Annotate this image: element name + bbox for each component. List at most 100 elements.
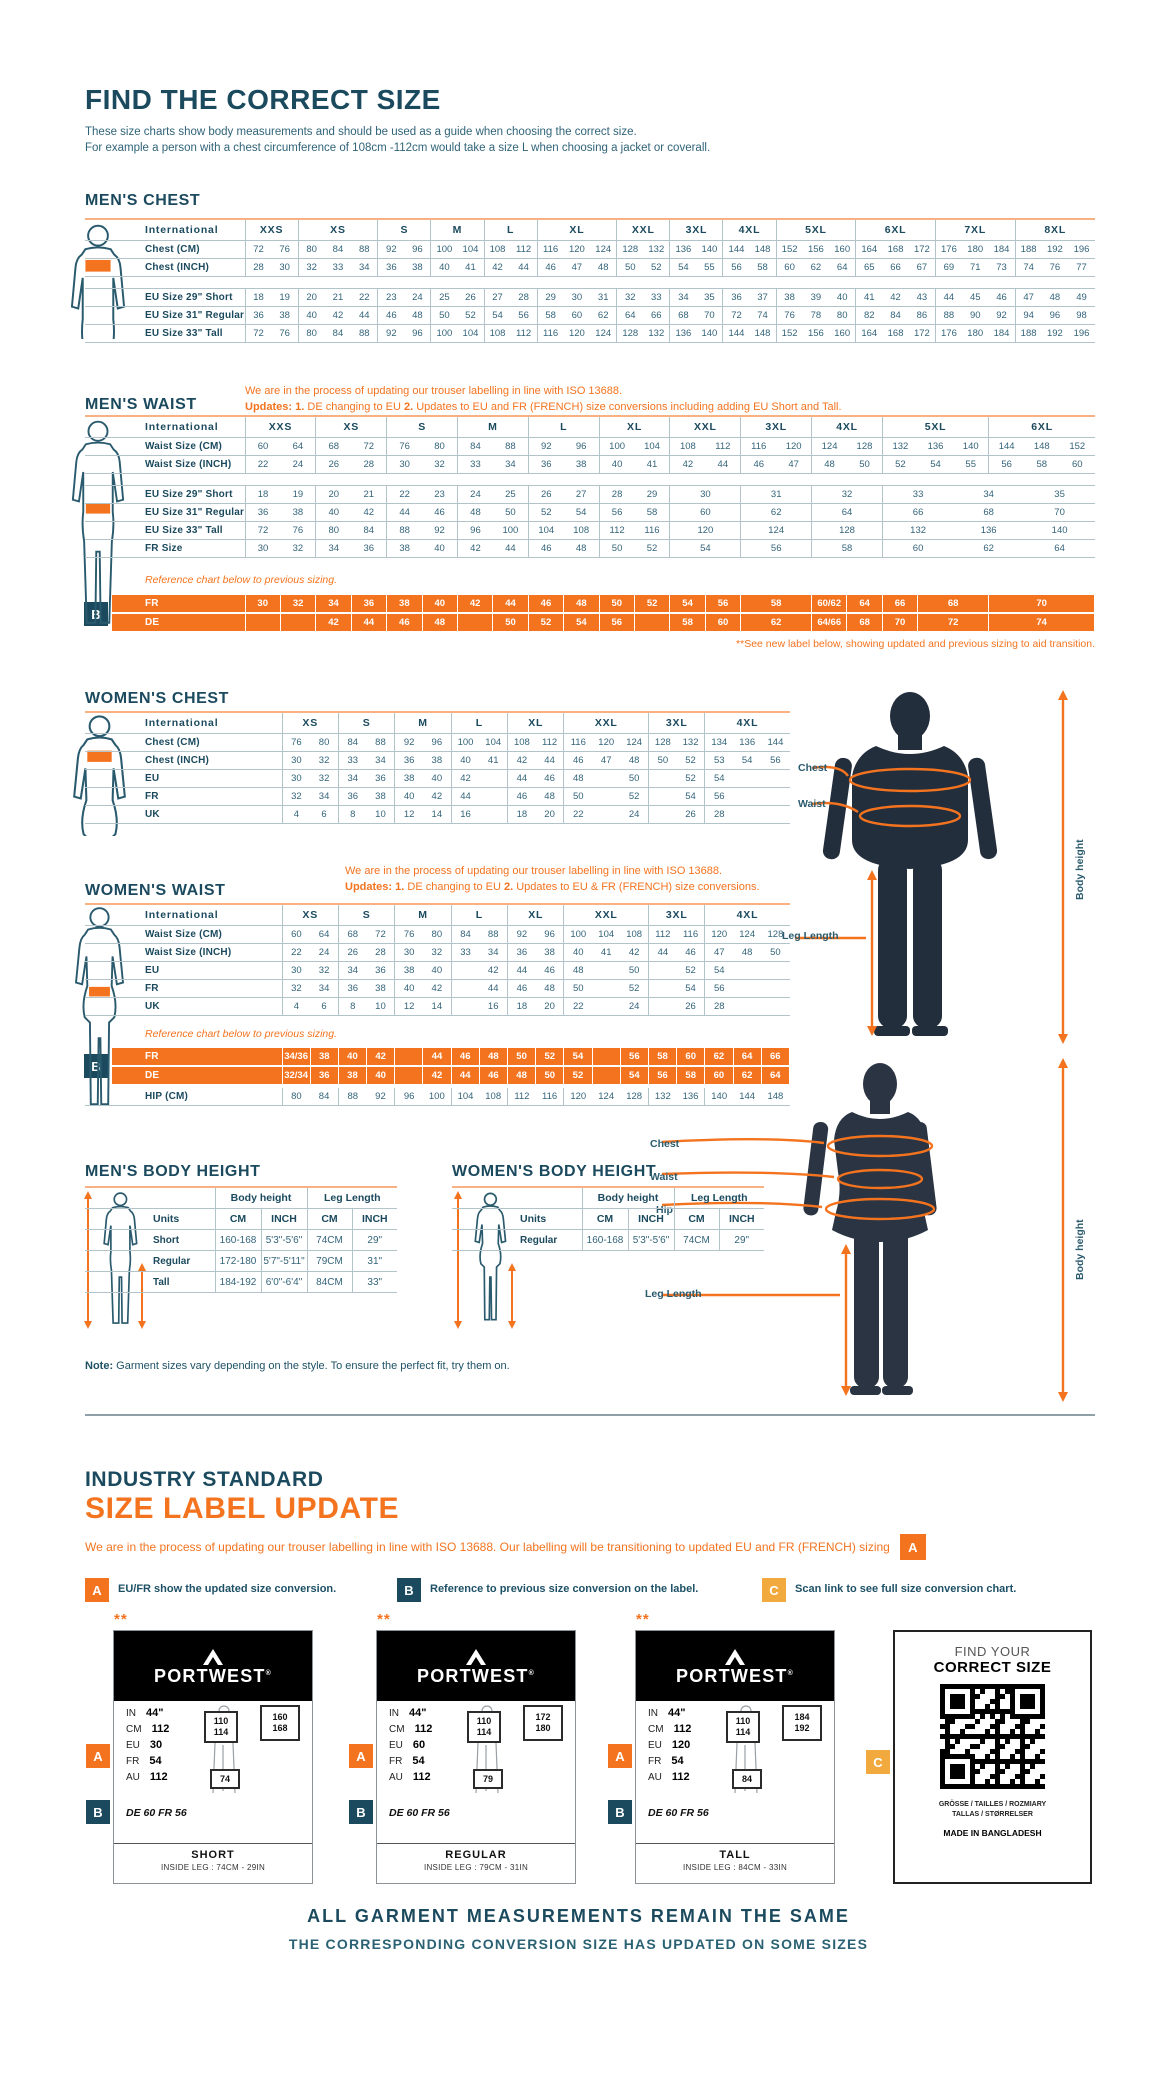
size-value-cell: 176: [935, 240, 962, 259]
size-value-cell: 92: [377, 240, 405, 259]
size-value-cell: 64: [829, 258, 857, 277]
size-value-cell: 58: [1024, 455, 1060, 474]
mens-waist-table: International XXS XS S M L XL XXL 3XL 4XL 5XL 6XL Wa…: [85, 415, 1096, 558]
size-value-cell: 31: [740, 485, 813, 504]
size-value-cell: 94: [1015, 306, 1042, 325]
label-size-row: IN 44": [389, 1707, 427, 1719]
size-value-cell: 56: [599, 613, 635, 633]
size-value-cell: 144: [761, 733, 790, 752]
size-value-cell: 42: [315, 613, 352, 633]
size-value-cell: 156: [802, 240, 830, 259]
female-body-height-label: Body height: [1074, 1219, 1086, 1280]
legacy-size-line: DE 60 FR 56: [648, 1807, 709, 1819]
fit-row-label: Regular: [85, 1250, 216, 1272]
size-value-cell: 28: [510, 288, 538, 307]
qr-find-your: FIND YOUR: [954, 1644, 1031, 1659]
row-label: Waist Size (INCH): [85, 455, 246, 474]
size-value-cell: 47: [592, 751, 621, 770]
size-value-cell: 144: [988, 437, 1025, 456]
qr-languages-2: TALLAS / STØRRELSER: [952, 1811, 1033, 1818]
mens-chest-table: International XXS XS S M L XL XXL 3XL 4XL 5XL 6XL 7X…: [85, 218, 1095, 343]
size-value-cell: [592, 805, 621, 824]
size-value-cell: 104: [451, 1088, 480, 1106]
label-size-row: CM 112: [648, 1723, 692, 1735]
size-value-cell: 72: [917, 613, 990, 633]
size-column-header: XL: [507, 904, 565, 926]
size-value-cell: 42: [620, 943, 650, 962]
unit-subheader: INCH: [628, 1208, 675, 1230]
inseam-measure-box: 74: [210, 1769, 240, 1789]
size-value-cell: 124: [740, 521, 813, 540]
size-value-cell: 36: [366, 769, 396, 788]
size-column-header: 4XL: [704, 712, 790, 734]
unit-subheader: INCH: [352, 1208, 398, 1230]
size-value-cell: 52: [676, 751, 706, 770]
size-value-cell: 140: [953, 437, 990, 456]
portwest-wordmark: PORTWEST®: [154, 1665, 272, 1686]
size-value-cell: 38: [563, 455, 600, 474]
label-update-paragraph: We are in the process of updating our tr…: [85, 1534, 926, 1560]
size-value-cell: 18: [245, 485, 281, 504]
size-value-cell: 62: [953, 539, 1025, 558]
size-value-cell: 34: [479, 943, 509, 962]
fit-value-cell: 31": [352, 1250, 398, 1272]
size-value-cell: [634, 613, 671, 633]
mens-waist-iso-note: We are in the process of updating our tr…: [245, 385, 623, 397]
size-value-cell: 48: [1041, 288, 1069, 307]
size-value-cell: 33: [451, 943, 480, 962]
size-column-header: S: [338, 712, 396, 734]
size-value-cell: 53: [704, 751, 734, 770]
size-value-cell: 136: [669, 324, 697, 343]
table-header-label: International: [85, 904, 283, 926]
size-value-cell: 68: [953, 503, 1025, 522]
size-value-cell: 58: [740, 595, 813, 614]
size-value-cell: 28: [245, 258, 272, 277]
size-column-header: 8XL: [1015, 219, 1095, 241]
size-value-cell: 72: [722, 306, 750, 325]
size-value-cell: 34: [366, 751, 396, 770]
size-value-cell: 38: [535, 943, 565, 962]
size-column-header: 6XL: [855, 219, 936, 241]
size-value-cell: 55: [696, 258, 724, 277]
size-column-header: 7XL: [935, 219, 1016, 241]
size-value-cell: 88: [479, 925, 509, 944]
intro-line-2: For example a person with a chest circum…: [85, 142, 711, 154]
size-value-cell: 184: [988, 324, 1016, 343]
size-value-cell: 72: [351, 437, 388, 456]
size-value-cell: 16: [451, 805, 480, 824]
table-header-label: International: [85, 416, 246, 438]
size-value-cell: 46: [451, 1048, 480, 1067]
size-value-cell: 38: [422, 751, 452, 770]
male-measurement-figure: [795, 690, 1068, 1044]
chest-measure-box: 110 114: [467, 1711, 501, 1743]
size-value-cell: 132: [648, 1088, 677, 1106]
size-value-cell: 49: [1068, 288, 1095, 307]
body-height-group-header: Body height: [215, 1187, 308, 1209]
size-value-cell: 40: [394, 787, 423, 806]
size-value-cell: 40: [422, 769, 452, 788]
size-value-cell: 108: [484, 240, 511, 259]
size-value-cell: 32: [310, 961, 339, 980]
size-value-cell: 80: [298, 240, 325, 259]
size-value-cell: 70: [988, 595, 1096, 614]
size-value-cell: 42: [507, 751, 536, 770]
size-value-cell: 65: [855, 258, 883, 277]
size-value-cell: [761, 997, 790, 1016]
size-value-cell: 148: [761, 1088, 790, 1106]
size-column-header: XS: [315, 416, 388, 438]
size-value-cell: 70: [882, 613, 919, 633]
size-value-cell: 19: [280, 485, 317, 504]
body-height-group-header: Body height: [582, 1187, 675, 1209]
size-value-cell: 38: [776, 288, 803, 307]
size-value-cell: 41: [457, 258, 485, 277]
size-value-cell: 44: [422, 1048, 452, 1067]
size-value-cell: 56: [620, 1048, 649, 1067]
size-value-cell: 14: [422, 997, 452, 1016]
size-value-cell: 62: [733, 1066, 762, 1086]
size-value-cell: 46: [535, 769, 565, 788]
size-value-cell: [648, 979, 677, 998]
size-value-cell: 108: [479, 1088, 509, 1106]
size-value-cell: 34: [351, 258, 379, 277]
size-value-cell: 52: [634, 595, 671, 614]
size-value-cell: 32: [422, 943, 452, 962]
